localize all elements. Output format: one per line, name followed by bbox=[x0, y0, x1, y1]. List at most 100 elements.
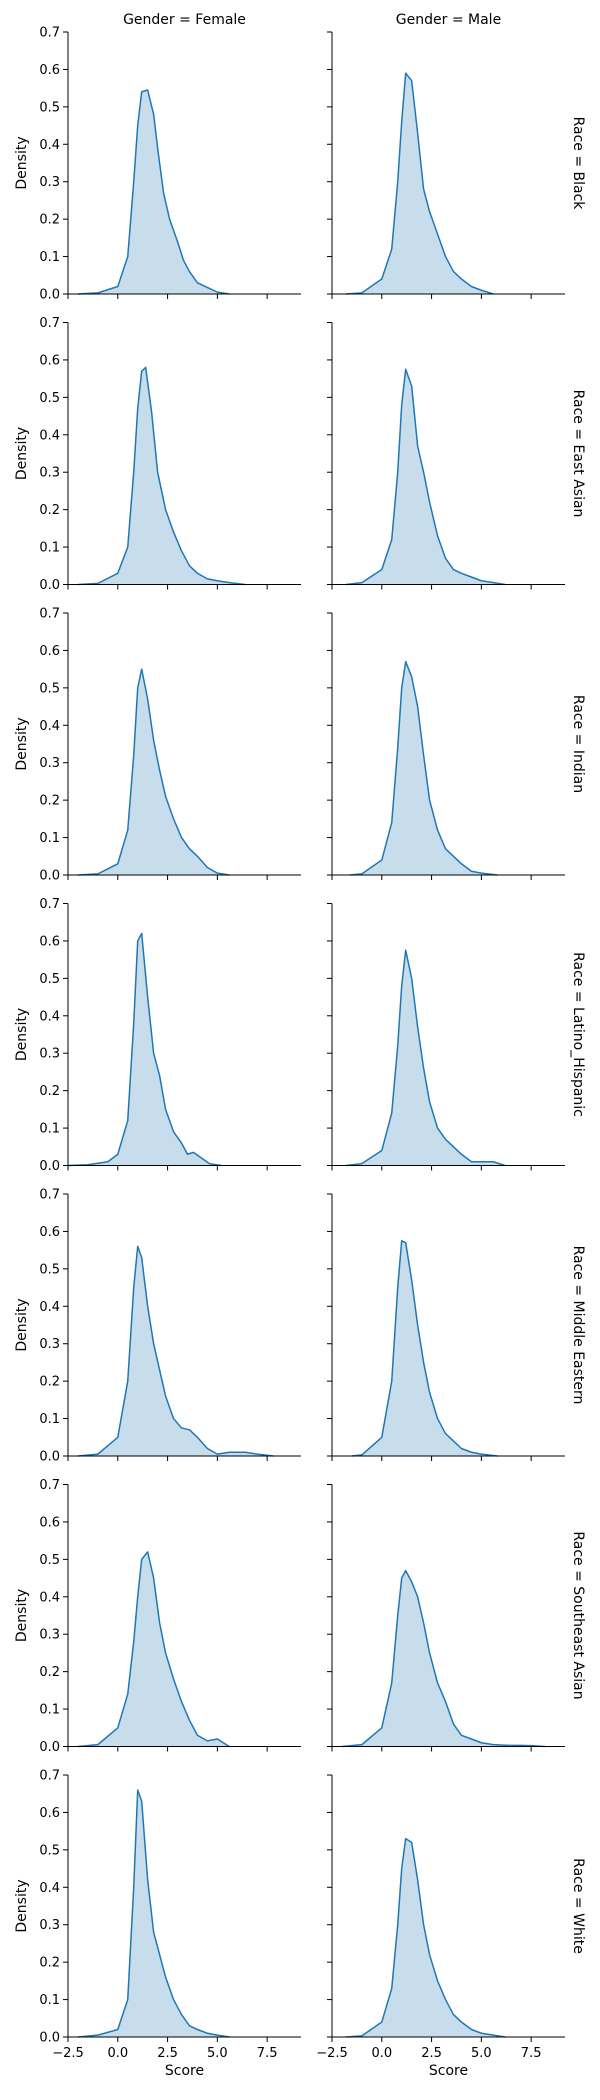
density-line bbox=[77, 1789, 230, 2038]
y-tick-label: 0.6 bbox=[39, 1806, 60, 1821]
density-area bbox=[77, 1551, 230, 1747]
facet-panel: 0.0 0.1 0.2 0.3 0.4 0.5 0.6 0.7 Density bbox=[14, 1188, 301, 1465]
density-line bbox=[77, 668, 230, 876]
y-tick-label: 0.1 bbox=[39, 541, 60, 556]
density-area bbox=[77, 1789, 230, 2037]
y-tick-label: 0.2 bbox=[39, 213, 60, 228]
y-tick-label: 0.2 bbox=[39, 1956, 60, 1971]
y-tick-label: 0.2 bbox=[39, 794, 60, 809]
facet-panel bbox=[327, 322, 565, 590]
y-tick-label: 0.5 bbox=[39, 1262, 60, 1277]
y-tick-label: 0.2 bbox=[39, 1375, 60, 1390]
y-axis-title: Density bbox=[14, 1298, 30, 1351]
y-tick-label: 0.0 bbox=[39, 1159, 60, 1174]
row-title: Race = Middle Eastern bbox=[570, 1246, 586, 1405]
facet-panel: 0.0 0.1 0.2 0.3 0.4 0.5 0.6 0.7 Density bbox=[14, 1478, 301, 1755]
y-tick-label: 0.0 bbox=[39, 1450, 60, 1465]
y-tick-label: 0.6 bbox=[39, 1515, 60, 1530]
density-area bbox=[349, 661, 498, 875]
density-line bbox=[351, 1240, 498, 1457]
density-line bbox=[77, 366, 246, 586]
density-area bbox=[345, 73, 494, 294]
y-tick-label: 0.4 bbox=[39, 1590, 60, 1605]
y-tick-label: 0.5 bbox=[39, 681, 60, 696]
y-tick-label: 0.7 bbox=[39, 1769, 60, 1784]
row-title: Race = Indian bbox=[570, 695, 586, 793]
density-line bbox=[345, 72, 494, 295]
x-tick-label: 2.5 bbox=[157, 2046, 178, 2061]
y-tick-label: 0.3 bbox=[39, 1918, 60, 1933]
facet-panel: 0.0 0.1 0.2 0.3 0.4 0.5 0.6 0.7 Density bbox=[14, 897, 301, 1174]
density-line bbox=[345, 949, 506, 1167]
density-line bbox=[341, 1569, 546, 1748]
y-tick-label: 0.0 bbox=[39, 288, 60, 303]
density-line bbox=[349, 660, 498, 876]
y-tick-label: 0.4 bbox=[39, 428, 60, 443]
y-tick-label: 0.3 bbox=[39, 1047, 60, 1062]
facet-panel bbox=[327, 1484, 565, 1752]
x-axis-title: Score bbox=[429, 2063, 468, 2079]
y-tick-label: 0.1 bbox=[39, 1703, 60, 1718]
facet-panel: 0.0 0.1 0.2 0.3 0.4 0.5 0.6 0.7 Density bbox=[14, 607, 301, 884]
y-axis-title: Density bbox=[14, 1589, 30, 1642]
y-tick-label: 0.6 bbox=[39, 644, 60, 659]
y-tick-label: 0.4 bbox=[39, 1881, 60, 1896]
y-tick-label: 0.3 bbox=[39, 756, 60, 771]
x-tick-label: −2.5 bbox=[52, 2046, 84, 2061]
y-tick-label: 0.7 bbox=[39, 316, 60, 331]
y-tick-label: 0.6 bbox=[39, 353, 60, 368]
y-tick-label: 0.3 bbox=[39, 175, 60, 190]
y-axis-title: Density bbox=[14, 1008, 30, 1061]
y-axis-title: Density bbox=[14, 136, 30, 189]
y-axis-title: Density bbox=[14, 427, 30, 480]
y-tick-label: 0.5 bbox=[39, 1553, 60, 1568]
y-tick-label: 0.0 bbox=[39, 2031, 60, 2046]
column-title: Gender = Male bbox=[396, 12, 501, 28]
y-tick-label: 0.7 bbox=[39, 26, 60, 41]
y-tick-label: 0.5 bbox=[39, 391, 60, 406]
density-area bbox=[351, 1240, 498, 1456]
density-area bbox=[341, 1570, 546, 1747]
facet-panel: −2.5 0.0 2.5 5.0 7.5 Score bbox=[316, 1774, 565, 2079]
y-tick-label: 0.1 bbox=[39, 831, 60, 846]
density-line bbox=[77, 1551, 230, 1748]
facet-panel: 0.00.10.20.30.40.50.60.7−2.5 0.0 2.5 5.0 7.5… bbox=[14, 1769, 301, 2079]
density-line bbox=[67, 932, 222, 1167]
y-tick-label: 0.4 bbox=[39, 138, 60, 153]
y-tick-label: 0.1 bbox=[39, 250, 60, 265]
density-line bbox=[77, 1245, 274, 1457]
facet-panel bbox=[327, 612, 565, 880]
y-tick-label: 0.1 bbox=[39, 1993, 60, 2008]
x-tick-label: 5.0 bbox=[471, 2046, 492, 2061]
y-tick-label: 0.0 bbox=[39, 1740, 60, 1755]
facet-panel bbox=[327, 31, 565, 299]
row-title: Race = East Asian bbox=[570, 390, 586, 518]
density-area bbox=[68, 933, 222, 1166]
y-tick-label: 0.7 bbox=[39, 607, 60, 622]
facet-panel: 0.0 0.1 0.2 0.3 0.4 0.5 0.6 0.7 Density bbox=[14, 316, 301, 593]
y-tick-label: 0.7 bbox=[39, 1188, 60, 1203]
facet-panel bbox=[327, 1193, 565, 1461]
y-tick-label: 0.1 bbox=[39, 1412, 60, 1427]
density-line bbox=[77, 89, 230, 295]
y-tick-label: 0.2 bbox=[39, 503, 60, 518]
density-area bbox=[77, 90, 230, 294]
y-tick-label: 0.2 bbox=[39, 1084, 60, 1099]
y-tick-label: 0.5 bbox=[39, 972, 60, 987]
y-tick-label: 0.5 bbox=[39, 1843, 60, 1858]
x-tick-label: 2.5 bbox=[421, 2046, 442, 2061]
density-area bbox=[77, 1246, 274, 1456]
y-tick-label: 0.3 bbox=[39, 1628, 60, 1643]
y-axis-title: Density bbox=[14, 1879, 30, 1932]
x-tick-label: 0.0 bbox=[371, 2046, 392, 2061]
row-title: Race = Southeast Asian bbox=[570, 1531, 586, 1699]
y-tick-label: 0.0 bbox=[39, 578, 60, 593]
density-line bbox=[345, 1837, 506, 2038]
column-title: Gender = Female bbox=[123, 12, 246, 28]
y-tick-label: 0.7 bbox=[39, 1478, 60, 1493]
row-title: Race = Black bbox=[570, 117, 586, 211]
y-tick-label: 0.6 bbox=[39, 934, 60, 949]
y-tick-label: 0.6 bbox=[39, 1225, 60, 1240]
x-tick-label: 0.0 bbox=[107, 2046, 128, 2061]
